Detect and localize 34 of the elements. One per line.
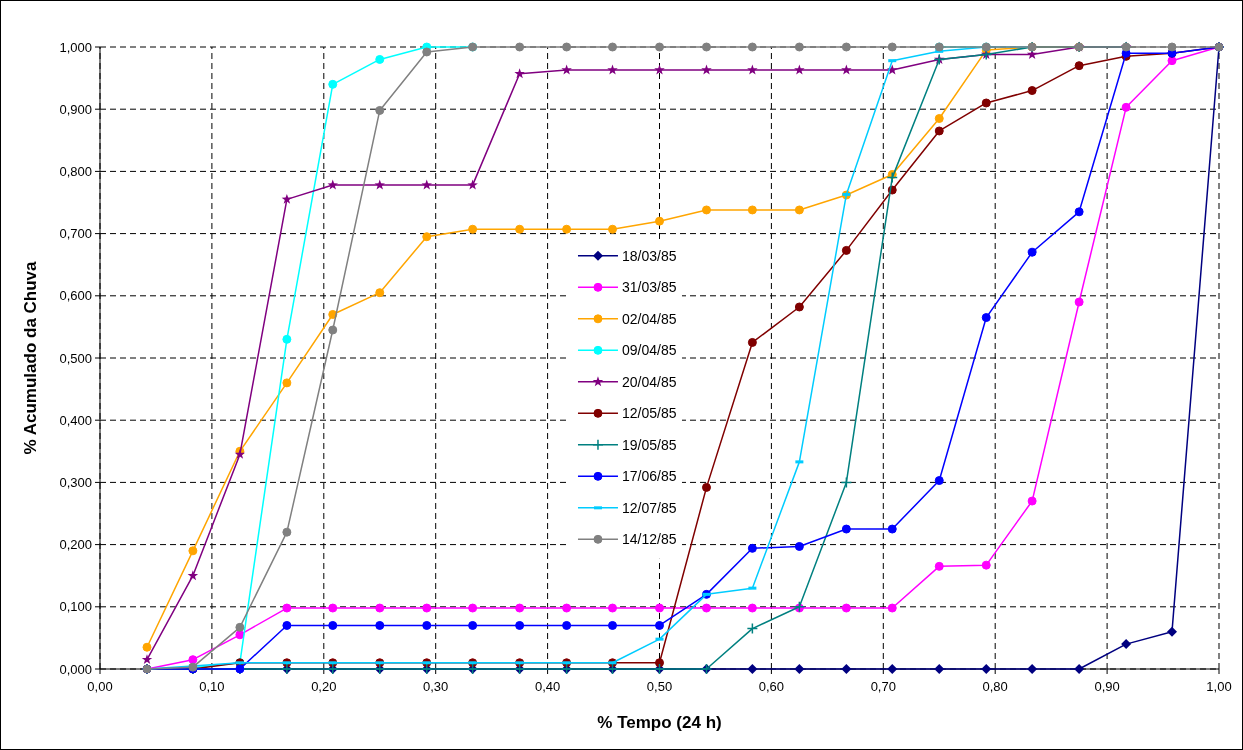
y-axis-title: % Acumulado da Chuva bbox=[21, 260, 40, 455]
x-tick-label: 0,00 bbox=[87, 679, 113, 694]
y-tick-label: 0,800 bbox=[59, 163, 92, 179]
y-tick-label: 0,400 bbox=[59, 412, 92, 428]
legend-label: 31/03/85 bbox=[621, 279, 677, 296]
x-tick-label: 0,80 bbox=[982, 679, 1008, 694]
x-tick-label: 0,50 bbox=[646, 679, 673, 694]
legend-label: 09/04/85 bbox=[621, 342, 677, 359]
y-tick-label: 0,300 bbox=[59, 474, 92, 490]
y-tick-label: 0,600 bbox=[59, 288, 92, 304]
legend-label: 20/04/85 bbox=[621, 373, 677, 390]
legend-label: 17/06/85 bbox=[621, 468, 677, 485]
legend-label: 02/04/85 bbox=[621, 310, 677, 327]
y-tick-label: 0,000 bbox=[59, 661, 92, 677]
x-tick-label: 0,70 bbox=[870, 679, 896, 694]
x-tick-label: 0,20 bbox=[311, 679, 337, 694]
x-tick-label: 0,90 bbox=[1094, 679, 1120, 694]
x-tick-label: 1,00 bbox=[1206, 679, 1232, 694]
x-axis-title: % Tempo (24 h) bbox=[597, 713, 722, 732]
y-tick-label: 0,200 bbox=[59, 537, 92, 553]
legend-label: 18/03/85 bbox=[621, 247, 677, 264]
legend-label: 12/07/85 bbox=[621, 499, 677, 516]
x-tick-label: 0,30 bbox=[423, 679, 449, 694]
x-tick-label: 0,60 bbox=[758, 679, 785, 694]
x-tick-label: 0,10 bbox=[199, 679, 225, 694]
legend-label: 12/05/85 bbox=[621, 405, 677, 422]
y-tick-label: 0,900 bbox=[59, 101, 92, 117]
y-tick-label: 0,700 bbox=[59, 226, 92, 242]
legend-label: 19/05/85 bbox=[621, 436, 677, 453]
legend-label: 14/12/85 bbox=[621, 531, 677, 548]
y-tick-label: 0,100 bbox=[59, 599, 92, 615]
y-tick-label: 0,500 bbox=[59, 350, 92, 366]
x-tick-label: 0,40 bbox=[534, 679, 561, 694]
y-tick-label: 1,000 bbox=[59, 39, 92, 55]
